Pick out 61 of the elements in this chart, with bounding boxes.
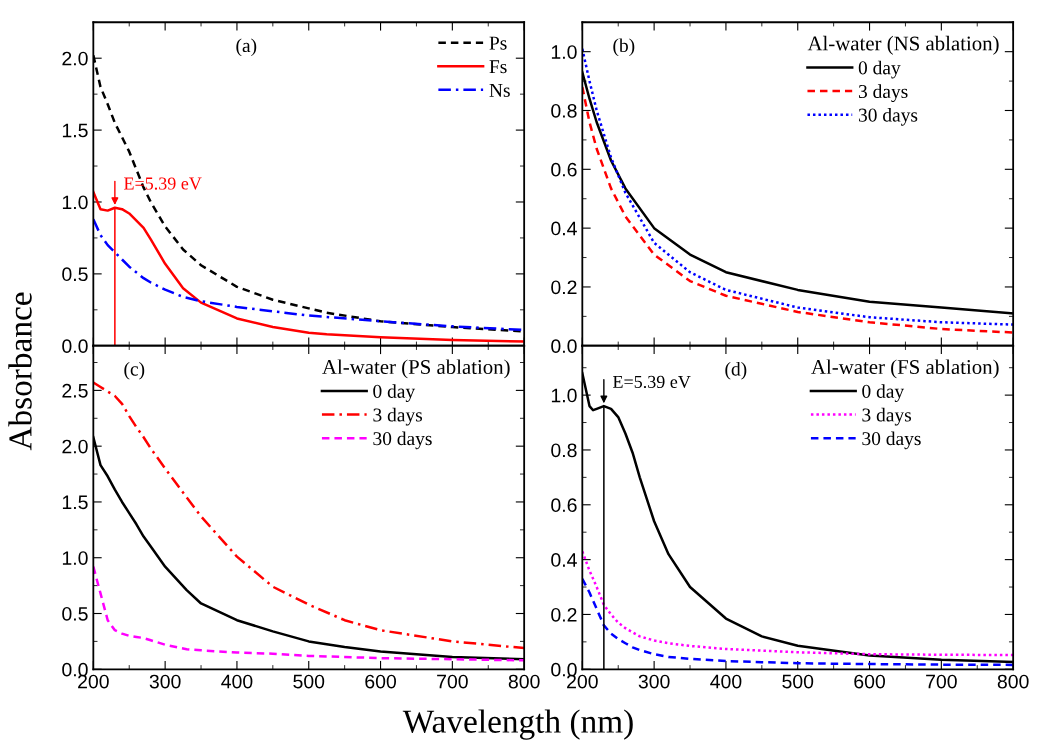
y-tick-label: 1.0 [551,388,577,403]
legend-label: 0 day [858,60,901,79]
annotation: (c) [124,361,145,380]
y-tick-label: 1.5 [62,123,88,138]
legend-label: 3 days [862,407,912,426]
x-tick-label: 400 [221,674,253,689]
y-axis-title: Absorbance [8,292,32,451]
legend-label: 3 days [858,84,908,103]
legend-label: Fs [489,60,507,74]
x-tick-label: 700 [926,674,957,689]
y-tick-label: 0.8 [551,103,577,118]
y-tick-label: 1.5 [62,495,88,510]
y-tick-label: 1.0 [551,45,577,59]
x-tick-label: 500 [782,674,814,689]
x-tick-label: 400 [710,674,742,689]
y-tick-label: 1.0 [62,551,88,565]
x-tick-label: 800 [997,674,1029,689]
legend-title: Al-water (NS ablation) [807,35,999,55]
legend-label: 30 days [862,431,921,450]
annotation: (b) [613,38,635,57]
legend-label: 0 day [373,384,416,402]
y-tick-label: 2.5 [62,383,88,398]
y-tick-label: 0.0 [62,339,88,354]
line-series [582,550,1014,657]
y-tick-label: 0.4 [551,553,577,567]
legend-label: Ns [489,83,510,97]
y-tick-label: 0.2 [551,280,577,295]
line-series [582,577,1014,667]
legend-title: Al-water (PS ablation) [322,359,510,379]
y-tick-label: 0.8 [551,443,577,458]
annotation: E=5.39 eV [613,375,691,389]
x-tick-label: 500 [293,674,325,689]
x-axis-title: Wavelength (nm) [402,709,633,740]
y-tick-label: 0.5 [62,606,88,621]
x-tick-label: 600 [854,674,885,689]
x-tick-label: 700 [437,674,468,689]
x-tick-label: 300 [149,674,181,689]
y-tick-label: 0.4 [551,221,577,236]
annotation: E=5.39 eV [124,177,202,190]
x-tick-label: 300 [638,674,670,689]
y-tick-label: 1.0 [62,195,88,210]
annotation: (d) [725,361,747,380]
legend-label: 30 days [373,431,432,450]
annotation: (a) [236,38,257,57]
y-tick-label: 0.5 [62,267,88,282]
legend-label: 3 days [373,407,423,426]
legend-label: 0 day [862,384,905,402]
line-series [93,381,525,650]
legend-label: 30 days [858,108,918,126]
y-tick-label: 2.0 [62,439,88,454]
legend-label: Ps [489,36,507,50]
line-series [93,190,525,343]
y-tick-label: 0.6 [551,498,577,513]
legend-title: Al-water (FS ablation) [811,359,999,379]
y-tick-label: 0.0 [551,339,577,354]
x-tick-label: 600 [365,674,397,689]
line-series [93,565,525,662]
y-tick-label: 0.6 [551,162,577,177]
x-tick-label: 800 [508,674,540,689]
y-tick-label: 0.2 [551,607,577,622]
y-tick-label: 2.0 [62,51,88,66]
